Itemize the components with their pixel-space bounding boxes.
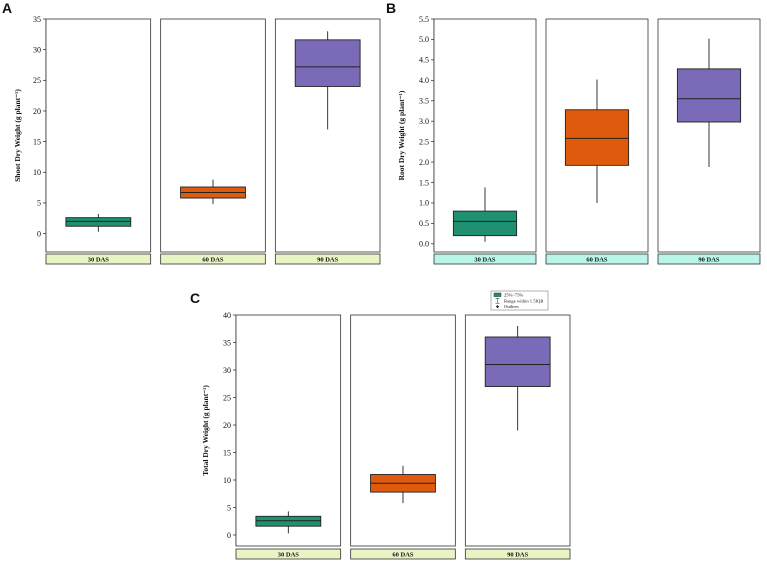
y-tick-label: 35 [33,15,41,24]
category-label: 90 DAS [698,256,720,263]
y-tick-label: 3.0 [419,117,429,126]
y-tick-label: 5.5 [419,15,429,24]
box [65,217,132,227]
y-tick-label: 20 [223,421,231,430]
legend-box-swatch [493,292,502,297]
category-strip [45,253,152,265]
y-tick-label: 15 [223,448,231,457]
subplot-90-das: 90 DAS [464,314,571,560]
y-tick-label: 4.5 [419,56,429,65]
y-tick-label: 2.0 [419,158,429,167]
panel-letter: B [386,0,396,16]
y-tick-label: 10 [223,476,231,485]
subplot-60-das: 60 DAS [160,18,266,265]
legend-outlier-swatch [495,305,500,309]
subplot-90-das: 90 DAS [657,18,761,265]
subplot-30-das: 30 DAS [433,18,537,265]
subplot-frame [235,314,342,547]
category-strip [350,548,456,560]
subplot-30-das: 30 DAS [235,314,342,560]
panel-c: C 0 5 10 15 20 25 30 35 40 Total Dry Weight (g pla… [190,290,571,560]
category-strip [464,548,571,560]
category-label: 60 DAS [586,256,608,263]
category-label: 60 DAS [202,256,224,263]
y-tick-label: 2.5 [419,137,429,146]
y-tick-label: 0 [227,531,231,540]
subplot-frame [45,18,152,253]
y-tick-label: 4.0 [419,76,429,85]
y-tick-label: 0.0 [419,240,429,249]
y-tick-label: 5 [227,503,231,512]
subplot-60-das: 60 DAS [350,314,456,560]
y-tick-label: 5 [37,199,41,208]
y-axis-label: Root Dry Weight (g plant⁻¹) [397,90,406,180]
box [452,210,518,237]
box [294,39,361,87]
y-tick-label: 30 [33,45,41,54]
category-label: 60 DAS [392,551,414,558]
legend-label: 25%~75% [504,292,523,297]
legend-label: Outliers [504,304,519,309]
category-label: 30 DAS [278,551,300,558]
category-strip [657,253,761,265]
box [564,109,630,166]
y-tick-label: 35 [223,338,231,347]
y-tick-label: 3.5 [419,97,429,106]
panel-letter: C [190,290,200,306]
panel-a: A 0 5 10 15 20 25 30 35 Shoot Dry Weight (g plant… [2,0,381,265]
panel-letter: A [2,0,12,16]
y-tick-label: 10 [33,168,41,177]
category-strip [274,253,381,265]
category-label: 30 DAS [474,256,496,263]
y-tick-label: 0.5 [419,219,429,228]
y-axis-label: Shoot Dry Weight (g plant⁻¹) [13,89,22,182]
category-strip [235,548,342,560]
category-label: 90 DAS [507,551,529,558]
y-tick-label: 30 [223,366,231,375]
y-tick-label: 40 [223,311,231,320]
subplot-frame [350,314,456,547]
subplot-90-das: 90 DAS [274,18,381,265]
subplot-30-das: 30 DAS [45,18,152,265]
subplot-60-das: 60 DAS [545,18,649,265]
y-tick-label: 1.5 [419,178,429,187]
category-strip [160,253,266,265]
box [255,515,322,527]
y-tick-label: 1.0 [419,199,429,208]
y-tick-label: 15 [33,137,41,146]
category-label: 90 DAS [317,256,339,263]
legend-frame [490,290,549,311]
panel-b: B 0.0 0.5 1.0 1.5 2.0 2.5 3.0 3.5 4.0 4.5 5.0 5.5 Roo… [386,0,761,265]
subplot-frame [160,18,266,253]
y-tick-label: 25 [33,76,41,85]
category-label: 30 DAS [88,256,110,263]
box [676,68,742,123]
y-tick-label: 20 [33,107,41,116]
legend-label: Range within 1.5IQR [504,298,544,303]
y-tick-label: 25 [223,393,231,402]
category-strip [545,253,649,265]
y-tick-label: 0 [37,229,41,238]
y-tick-label: 5.0 [419,35,429,44]
box [484,336,551,387]
category-strip [433,253,537,265]
y-axis-label: Total Dry Weight (g plant⁻¹) [201,385,210,476]
